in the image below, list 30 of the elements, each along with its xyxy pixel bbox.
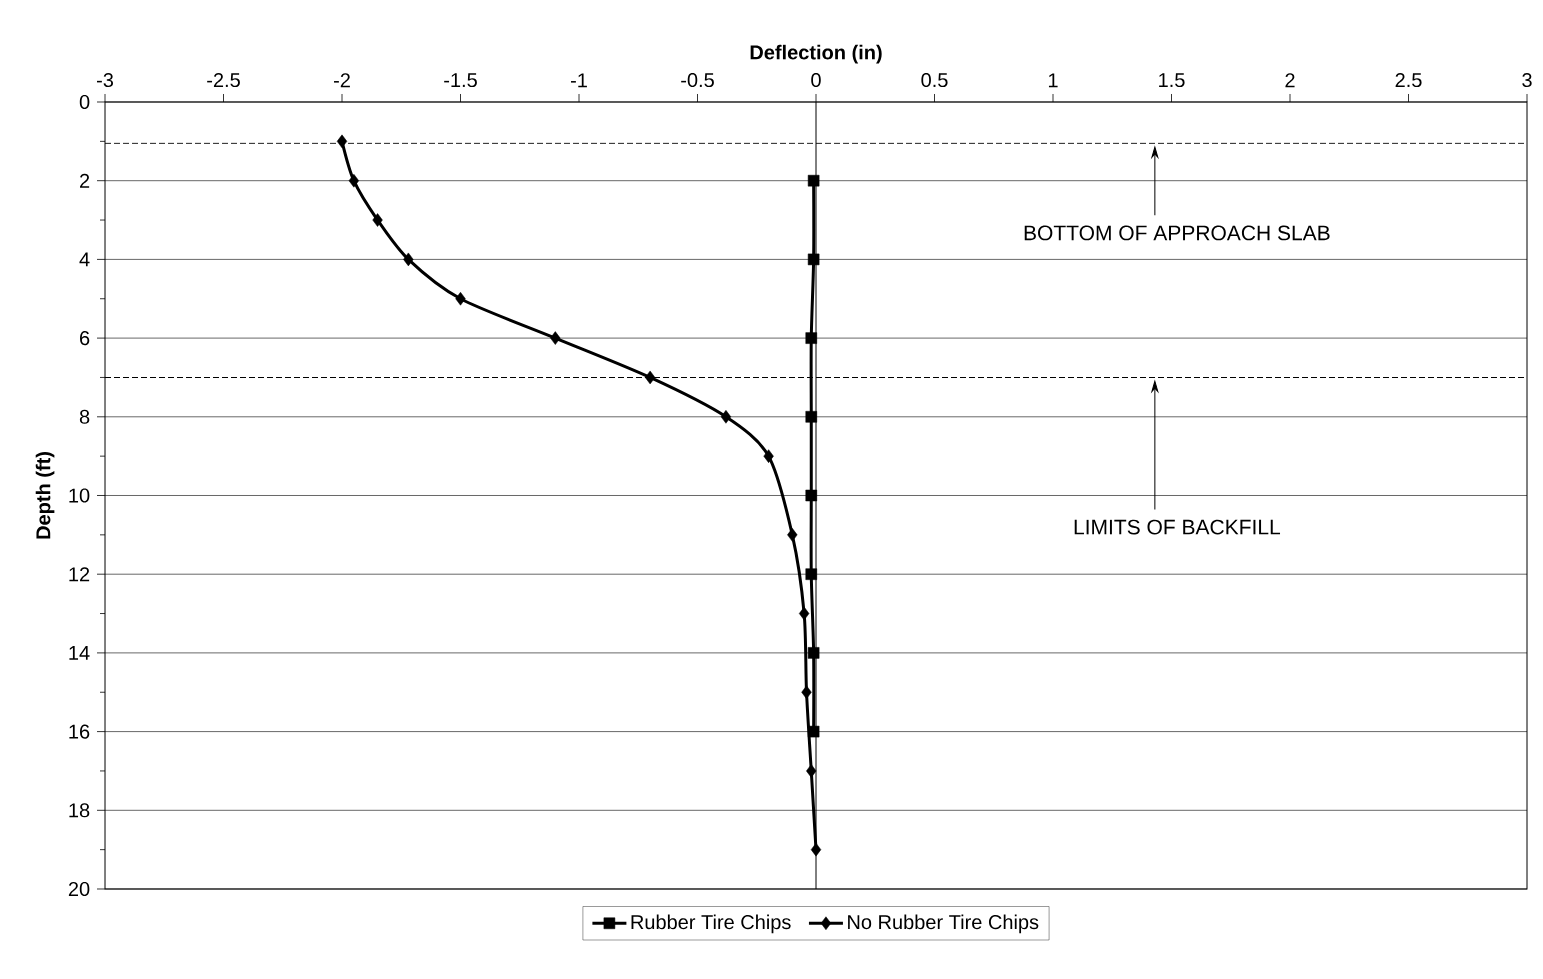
x-tick-label: -1.5 [444, 73, 477, 88]
y-tick-label: 6 [80, 331, 90, 346]
x-tick-label: 2.5 [1395, 72, 1422, 88]
y-axis-title: Depth (ft) [35, 452, 55, 539]
x-tick-label: 2 [1285, 73, 1295, 88]
x-tick-label: -2 [334, 73, 350, 88]
y-tick-label: 0 [79, 94, 90, 110]
x-tick-label: 1 [1048, 73, 1058, 88]
y-tick-label: 4 [79, 252, 90, 267]
legend-label: No Rubber Tire Chips [848, 914, 1039, 934]
x-tick-label: -1 [571, 73, 587, 88]
x-axis-title: Deflection (in) [750, 44, 882, 64]
x-tick-label: 3 [1522, 72, 1532, 88]
x-tick-label: -0.5 [681, 72, 714, 88]
legend-label: Rubber Tire Chips [631, 914, 791, 934]
y-tick-label: 16 [69, 724, 90, 739]
x-tick-label: 1.5 [1159, 73, 1185, 88]
annotation: LIMITS OF BACKFILL [1074, 519, 1281, 535]
y-tick-label: 2 [80, 173, 90, 188]
y-tick-label: 12 [69, 567, 90, 582]
y-tick-label: 10 [69, 488, 90, 503]
x-tick-label: 0.5 [921, 72, 948, 88]
y-tick-label: 8 [79, 409, 90, 424]
y-tick-label: 18 [69, 803, 90, 818]
annotation: BOTTOM OF APPROACH SLAB [1024, 225, 1330, 241]
x-tick-label: 0 [811, 72, 821, 88]
x-tick-label: -3 [97, 72, 114, 88]
y-tick-label: 14 [69, 646, 90, 660]
y-tick-label: 20 [68, 881, 90, 897]
x-tick-label: -2.5 [207, 72, 240, 88]
